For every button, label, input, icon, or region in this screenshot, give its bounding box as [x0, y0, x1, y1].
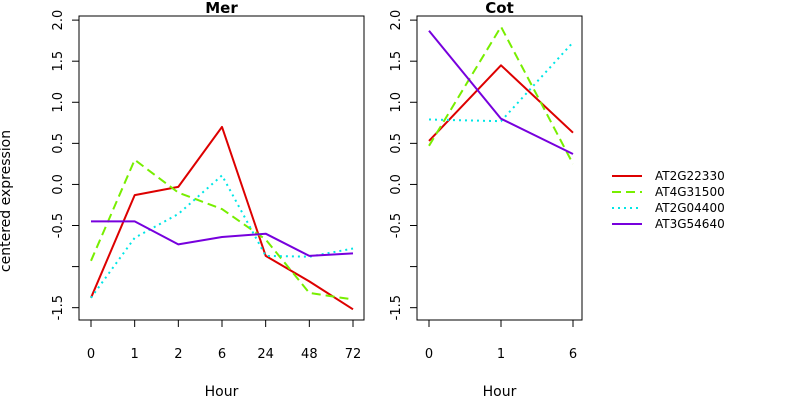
cot-y-tick-label: 2.0 [389, 10, 404, 31]
mer-x-tick-label: 24 [257, 347, 274, 362]
mer-y-tick-label: 0.5 [51, 133, 66, 154]
cot-x-tick-label: 0 [425, 347, 433, 362]
mer-y-tick-label: -1.5 [51, 295, 66, 320]
mer-series-at4g31500 [90, 158, 354, 301]
y-axis-label: centered expression [0, 130, 14, 272]
cot-x-axis-label: Hour [483, 384, 517, 400]
mer-x-tick-label: 0 [87, 347, 95, 362]
legend: AT2G22330 AT4G31500 AT2G04400 AT3G54640 [612, 169, 725, 231]
mer-x-tick-label: 48 [301, 347, 318, 362]
cot-x-tick-label: 1 [497, 347, 505, 362]
cot-series-at2g22330 [428, 64, 574, 142]
cot-y-tick-label: -0.5 [389, 213, 404, 238]
mer-y-tick-label: 2.0 [51, 10, 66, 31]
mer-y-tick-label: 1.0 [51, 92, 66, 113]
mer-y-tick-label: 0.0 [51, 174, 66, 195]
mer-series-at2g22330 [90, 125, 354, 311]
cot-y-tick-label: -1.5 [389, 295, 404, 320]
cot-plot-frame [416, 15, 583, 321]
legend-label-at3g54640: AT3G54640 [655, 217, 725, 231]
mer-title: Mer [205, 0, 238, 17]
mer-x-tick-label: 1 [131, 347, 139, 362]
mer-x-axis-label: Hour [205, 384, 239, 400]
mer-y-tick-label: -0.5 [51, 213, 66, 238]
mer-series-at3g54640 [91, 220, 354, 257]
mer-x-tick-label: 72 [345, 347, 362, 362]
panel-cot: Cot 2.0 1.5 1.0 0.5 0.0 -0.5 -1.5 0 1 6 Hour [389, 0, 583, 400]
mer-x-tick-label: 6 [218, 347, 226, 362]
cot-y-tick-label: 1.0 [389, 92, 404, 113]
cot-y-tick-label: 1.5 [389, 51, 404, 72]
cot-y-tick-label: 0.5 [389, 133, 404, 154]
cot-x-tick-label: 6 [569, 347, 577, 362]
mer-plot-frame [78, 15, 365, 321]
cot-series-at2g04400 [428, 41, 574, 123]
legend-label-at2g22330: AT2G22330 [655, 169, 725, 183]
legend-label-at4g31500: AT4G31500 [655, 185, 725, 199]
mer-y-tick-label: 1.5 [51, 51, 66, 72]
cot-series-at4g31500 [428, 25, 574, 165]
mer-x-tick-label: 2 [174, 347, 182, 362]
panel-mer: Mer 2.0 1.5 1.0 0.5 0.0 -0.5 -1.5 0 1 2 6 24 48 72 Hour [51, 0, 365, 400]
legend-label-at2g04400: AT2G04400 [655, 201, 725, 215]
cot-title: Cot [485, 0, 513, 17]
cot-series-at3g54640 [428, 30, 574, 155]
cot-y-tick-label: 0.0 [389, 174, 404, 195]
